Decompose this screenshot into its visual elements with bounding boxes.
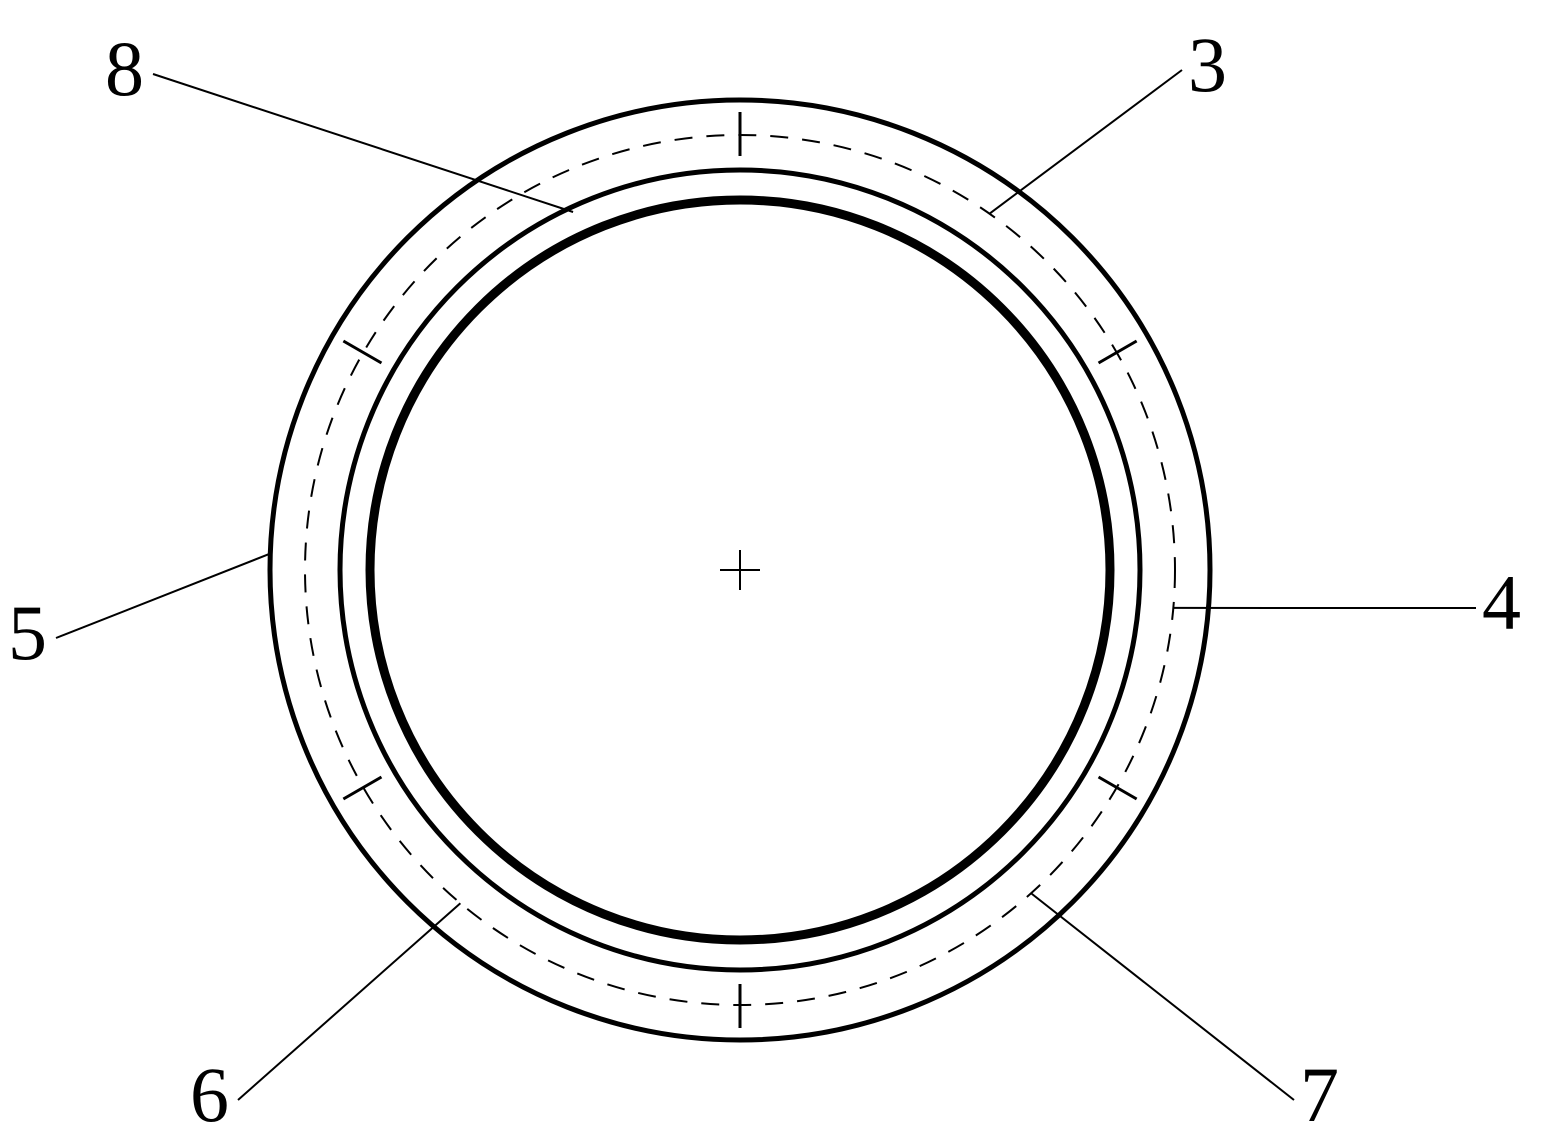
leader-line: [56, 554, 270, 638]
tick-mark: [1099, 341, 1137, 363]
tick-mark: [1099, 777, 1137, 799]
callout-label-8: 8: [105, 24, 144, 114]
callout-label-5: 5: [8, 588, 47, 678]
leader-line: [153, 74, 573, 212]
leader-line: [990, 70, 1182, 214]
ring-cross-section-diagram: [0, 0, 1566, 1141]
callout-label-3: 3: [1188, 20, 1227, 110]
tick-mark: [343, 341, 381, 363]
callout-label-7: 7: [1300, 1050, 1339, 1140]
tick-mark: [343, 777, 381, 799]
callout-label-4: 4: [1482, 558, 1521, 648]
leader-line: [1031, 893, 1294, 1100]
leader-line: [238, 903, 460, 1100]
callout-label-6: 6: [190, 1050, 229, 1140]
